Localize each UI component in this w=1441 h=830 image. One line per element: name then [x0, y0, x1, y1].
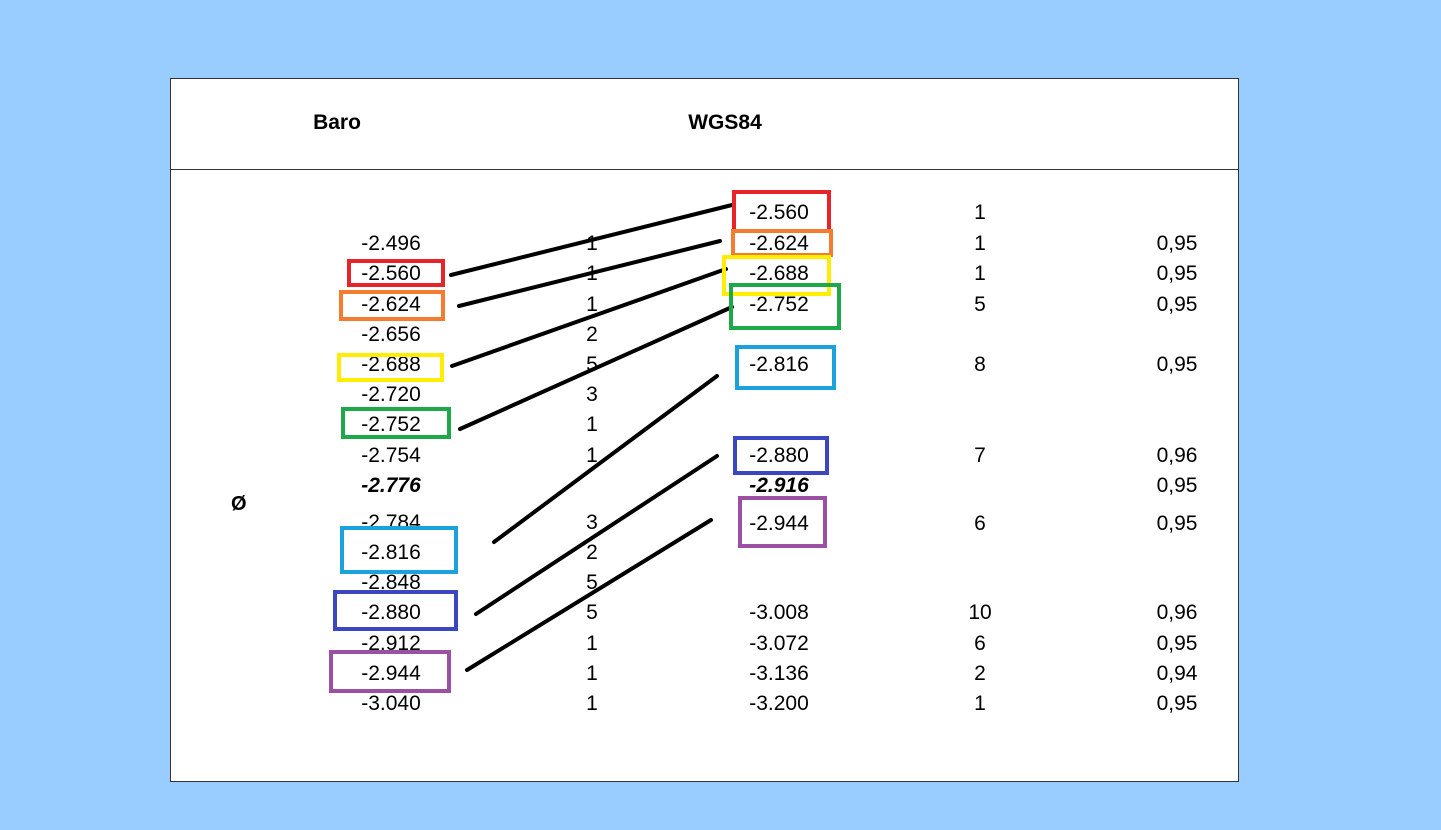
- wgs84-count: 1: [974, 201, 986, 224]
- factor-value: 0,95: [1156, 262, 1198, 285]
- baro-value: -2.496: [361, 232, 421, 255]
- baro-value: -2.848: [361, 571, 421, 594]
- factor-value: 0,95: [1156, 293, 1198, 316]
- baro-count: 1: [586, 262, 598, 285]
- highlight-box-purple: [738, 496, 827, 548]
- baro-value: -2.720: [361, 383, 421, 406]
- wgs84-value: -2.688: [749, 262, 809, 285]
- baro-value: -2.624: [361, 293, 421, 316]
- baro-count: 1: [586, 293, 598, 316]
- baro-value: -2.816: [361, 541, 421, 564]
- wgs84-value: -2.752: [749, 293, 809, 316]
- data-sheet: Baro WGS84 Ø -2.496 -2.560 -2.624 -2.656…: [170, 78, 1239, 782]
- baro-value: -2.752: [361, 413, 421, 436]
- wgs84-count: 6: [974, 512, 986, 535]
- factor-value: 0,95: [1156, 632, 1198, 655]
- baro-count: 1: [586, 413, 598, 436]
- wgs84-value: -3.136: [749, 662, 809, 685]
- wgs84-value: -3.008: [749, 601, 809, 624]
- wgs84-count: 1: [974, 692, 986, 715]
- wgs84-value: -3.200: [749, 692, 809, 715]
- baro-count: 1: [586, 662, 598, 685]
- wgs84-average: -2.916: [749, 474, 809, 497]
- baro-value: -2.754: [361, 444, 421, 467]
- wgs84-value: -2.624: [749, 232, 809, 255]
- highlight-box-blue: [333, 590, 458, 631]
- factor-value: 0,95: [1156, 353, 1198, 376]
- baro-value: -2.656: [361, 323, 421, 346]
- wgs84-count: 1: [974, 232, 986, 255]
- baro-count: 5: [586, 571, 598, 594]
- highlight-box-red: [732, 190, 831, 233]
- wgs84-count: 5: [974, 293, 986, 316]
- baro-count: 3: [586, 383, 598, 406]
- highlight-box-yellow: [722, 255, 831, 296]
- average-symbol: Ø: [231, 493, 247, 515]
- wgs84-value: -2.880: [749, 444, 809, 467]
- baro-count: 3: [586, 511, 598, 534]
- highlight-box-blue: [733, 436, 829, 475]
- wgs84-value: -2.816: [749, 353, 809, 376]
- wgs84-count: 8: [974, 353, 986, 376]
- baro-value: -3.040: [361, 692, 421, 715]
- wgs84-header: WGS84: [688, 111, 762, 134]
- baro-average: -2.776: [361, 474, 421, 497]
- connector-cyan: [492, 374, 719, 544]
- highlight-box-green: [341, 407, 451, 439]
- highlight-box-green: [729, 283, 841, 330]
- baro-count: 2: [586, 541, 598, 564]
- wgs84-value: -2.944: [749, 512, 809, 535]
- baro-count: 5: [586, 353, 598, 376]
- wgs84-count: 2: [974, 662, 986, 685]
- factor-value: 0,95: [1156, 512, 1198, 535]
- baro-count: 1: [586, 632, 598, 655]
- highlight-box-yellow: [337, 353, 444, 382]
- factor-value: 0,96: [1156, 601, 1198, 624]
- factor-value: 0,95: [1156, 474, 1198, 497]
- baro-value: -2.560: [361, 262, 421, 285]
- wgs84-count: 6: [974, 632, 986, 655]
- highlight-box-orange: [339, 290, 445, 321]
- wgs84-value: -2.560: [749, 201, 809, 224]
- header-divider: [171, 169, 1238, 170]
- highlight-box-cyan: [340, 526, 458, 574]
- baro-value: -2.944: [361, 662, 421, 685]
- wgs84-count: 7: [974, 444, 986, 467]
- wgs84-value: -3.072: [749, 632, 809, 655]
- baro-header: Baro: [313, 111, 361, 134]
- factor-value: 0,96: [1156, 444, 1198, 467]
- highlight-box-purple: [329, 650, 451, 693]
- baro-count: 1: [586, 444, 598, 467]
- factor-value: 0,95: [1156, 232, 1198, 255]
- factor-value: 0,94: [1156, 662, 1198, 685]
- wgs84-count: 1: [974, 262, 986, 285]
- baro-value: -2.912: [361, 632, 421, 655]
- baro-count: 1: [586, 232, 598, 255]
- baro-value: -2.880: [361, 601, 421, 624]
- factor-value: 0,95: [1156, 692, 1198, 715]
- wgs84-count: 10: [968, 601, 992, 624]
- highlight-box-cyan: [735, 345, 836, 390]
- baro-value: -2.688: [361, 353, 421, 376]
- highlight-box-orange: [731, 229, 833, 257]
- baro-count: 2: [586, 323, 598, 346]
- highlight-box-red: [347, 259, 445, 287]
- baro-count: 5: [586, 601, 598, 624]
- baro-count: 1: [586, 692, 598, 715]
